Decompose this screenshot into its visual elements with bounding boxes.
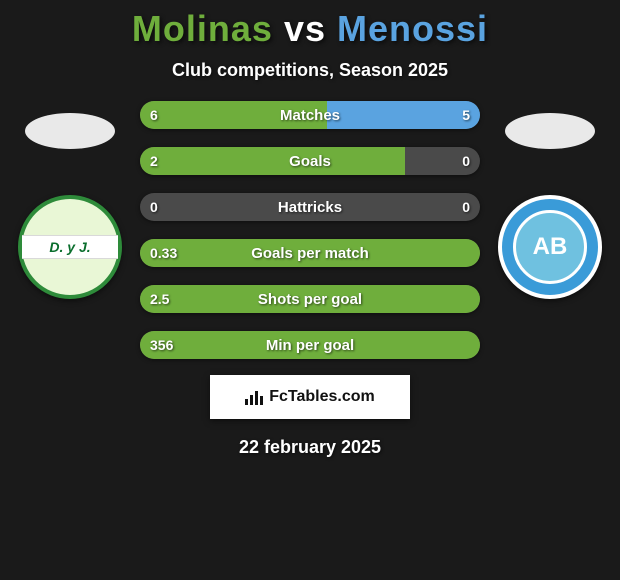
- bar-fill-left: [140, 147, 405, 175]
- title-player2: Menossi: [337, 8, 488, 49]
- metric-bar: 0 0Hattricks: [140, 193, 480, 221]
- metric-bar: 2.5Shots per goal: [140, 285, 480, 313]
- right-crest: AB: [498, 195, 602, 299]
- bar-fill-left: [140, 331, 480, 359]
- left-crest: D. y J.: [18, 195, 122, 299]
- bar-fill-left: [140, 239, 480, 267]
- title-vs: vs: [284, 8, 326, 49]
- brand-text: FcTables.com: [269, 388, 375, 406]
- bar-value-right: 0: [452, 193, 480, 221]
- bar-value-right: 5: [452, 101, 480, 129]
- metric-bar: 20Goals: [140, 147, 480, 175]
- bar-value-left: 356: [140, 331, 183, 359]
- right-head-ellipse: [505, 113, 595, 149]
- bar-value-left: 2.5: [140, 285, 179, 313]
- brand-badge: FcTables.com: [210, 375, 410, 419]
- page-title: Molinas vs Menossi: [132, 8, 488, 50]
- bar-value-left: 2: [140, 147, 168, 175]
- comparison-card: Molinas vs Menossi Club competitions, Se…: [0, 0, 620, 580]
- subtitle: Club competitions, Season 2025: [172, 60, 448, 81]
- bar-value-left: 0: [140, 193, 168, 221]
- main-row: D. y J. 65Matches20Goals00Hattricks0.33G…: [0, 101, 620, 359]
- right-crest-inner: AB: [513, 210, 587, 284]
- bar-value-left: 6: [140, 101, 168, 129]
- bar-fill-left: [140, 285, 480, 313]
- metric-bar: 356Min per goal: [140, 331, 480, 359]
- bar-value-left: 0.33: [140, 239, 187, 267]
- bar-fill-left: [140, 101, 327, 129]
- left-side: D. y J.: [10, 101, 130, 299]
- chart-bars-icon: [245, 389, 263, 405]
- metric-bar: 0.33Goals per match: [140, 239, 480, 267]
- footer-date: 22 february 2025: [239, 437, 381, 458]
- right-side: AB: [490, 101, 610, 299]
- title-player1: Molinas: [132, 8, 273, 49]
- metric-bar: 65Matches: [140, 101, 480, 129]
- left-head-ellipse: [25, 113, 115, 149]
- bar-label: Hattricks: [140, 193, 480, 221]
- left-crest-stripe: D. y J.: [22, 235, 118, 259]
- bar-value-right: 0: [452, 147, 480, 175]
- metric-bars: 65Matches20Goals00Hattricks0.33Goals per…: [130, 101, 490, 359]
